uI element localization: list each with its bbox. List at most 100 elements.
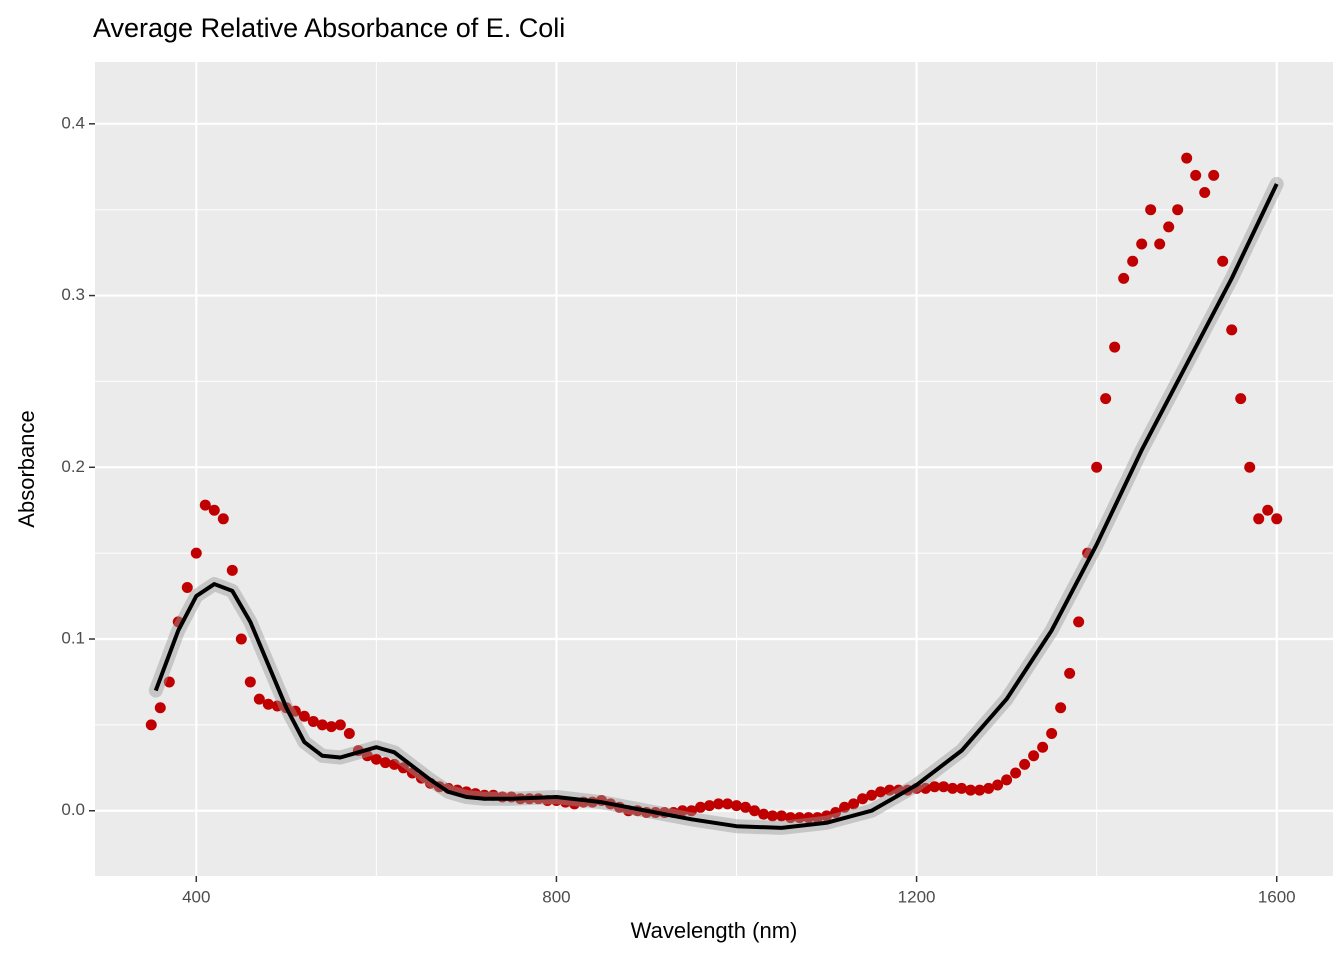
point	[1199, 187, 1211, 199]
point	[325, 721, 337, 733]
point	[361, 750, 373, 762]
x-axis-title: Wavelength (nm)	[631, 918, 798, 943]
point	[1091, 461, 1103, 473]
point	[794, 812, 806, 824]
point	[731, 800, 743, 812]
point	[298, 710, 310, 722]
point	[154, 702, 166, 714]
point	[821, 810, 833, 822]
point	[803, 812, 815, 824]
point	[830, 806, 842, 818]
point	[1010, 767, 1022, 779]
point	[740, 801, 752, 813]
point	[1145, 204, 1157, 216]
point	[1154, 238, 1166, 250]
point	[145, 719, 157, 731]
y-tick-label: 0.0	[61, 800, 85, 819]
point	[1163, 221, 1175, 233]
point	[253, 693, 265, 705]
point	[857, 793, 869, 805]
x-tick-label: 400	[182, 887, 210, 906]
y-tick-label: 0.1	[61, 628, 85, 647]
point	[685, 805, 697, 817]
point	[1136, 238, 1148, 250]
point	[703, 800, 715, 812]
point	[1271, 513, 1283, 525]
point	[1181, 152, 1193, 164]
point	[776, 810, 788, 822]
point	[722, 798, 734, 810]
point	[190, 547, 202, 559]
x-tick-label: 1600	[1258, 887, 1296, 906]
point	[1073, 616, 1085, 628]
point	[1253, 513, 1265, 525]
point	[289, 705, 301, 717]
point	[262, 698, 274, 710]
y-tick-label: 0.3	[61, 285, 85, 304]
point	[1037, 741, 1049, 753]
point	[235, 633, 247, 645]
point	[920, 782, 932, 794]
point	[1100, 393, 1112, 405]
point	[1226, 324, 1238, 336]
point	[343, 727, 355, 739]
point	[758, 808, 770, 820]
point	[199, 499, 211, 511]
point	[307, 715, 319, 727]
point	[1118, 272, 1130, 284]
point	[1019, 758, 1031, 770]
point	[181, 581, 193, 593]
smooth-line	[153, 183, 1279, 830]
point	[334, 719, 346, 731]
x-tick-label: 800	[542, 887, 570, 906]
point	[244, 676, 256, 688]
point	[1046, 727, 1058, 739]
point	[992, 779, 1004, 791]
point	[217, 513, 229, 525]
y-tick-label: 0.2	[61, 457, 85, 476]
y-tick-label: 0.4	[61, 113, 85, 132]
point	[316, 719, 328, 731]
point	[875, 786, 887, 798]
point	[676, 805, 688, 817]
point	[866, 789, 878, 801]
point	[938, 781, 950, 793]
point	[713, 798, 725, 810]
point	[1127, 255, 1139, 267]
point	[1217, 255, 1229, 267]
point	[226, 564, 238, 576]
point	[929, 781, 941, 793]
point	[956, 782, 968, 794]
point	[884, 784, 896, 796]
point	[1190, 169, 1202, 181]
point	[983, 782, 995, 794]
point	[1064, 667, 1076, 679]
point	[1235, 393, 1247, 405]
x-tick-label: 1200	[898, 887, 936, 906]
panel	[95, 62, 1333, 876]
point	[1109, 341, 1121, 353]
point	[848, 798, 860, 810]
point	[1262, 504, 1274, 516]
point	[812, 812, 824, 824]
point	[1172, 204, 1184, 216]
point	[694, 801, 706, 813]
point	[1208, 169, 1220, 181]
point	[965, 784, 977, 796]
point	[208, 504, 220, 516]
point	[947, 782, 959, 794]
y-axis-title: Absorbance	[14, 410, 39, 527]
point	[388, 758, 400, 770]
point	[974, 784, 986, 796]
point	[397, 762, 409, 774]
chart-title: Average Relative Absorbance of E. Coli	[93, 13, 565, 43]
point	[163, 676, 175, 688]
point	[749, 805, 761, 817]
point	[839, 801, 851, 813]
point	[1028, 750, 1040, 762]
point	[785, 812, 797, 824]
point	[379, 757, 391, 769]
point	[1055, 702, 1067, 714]
point	[767, 810, 779, 822]
